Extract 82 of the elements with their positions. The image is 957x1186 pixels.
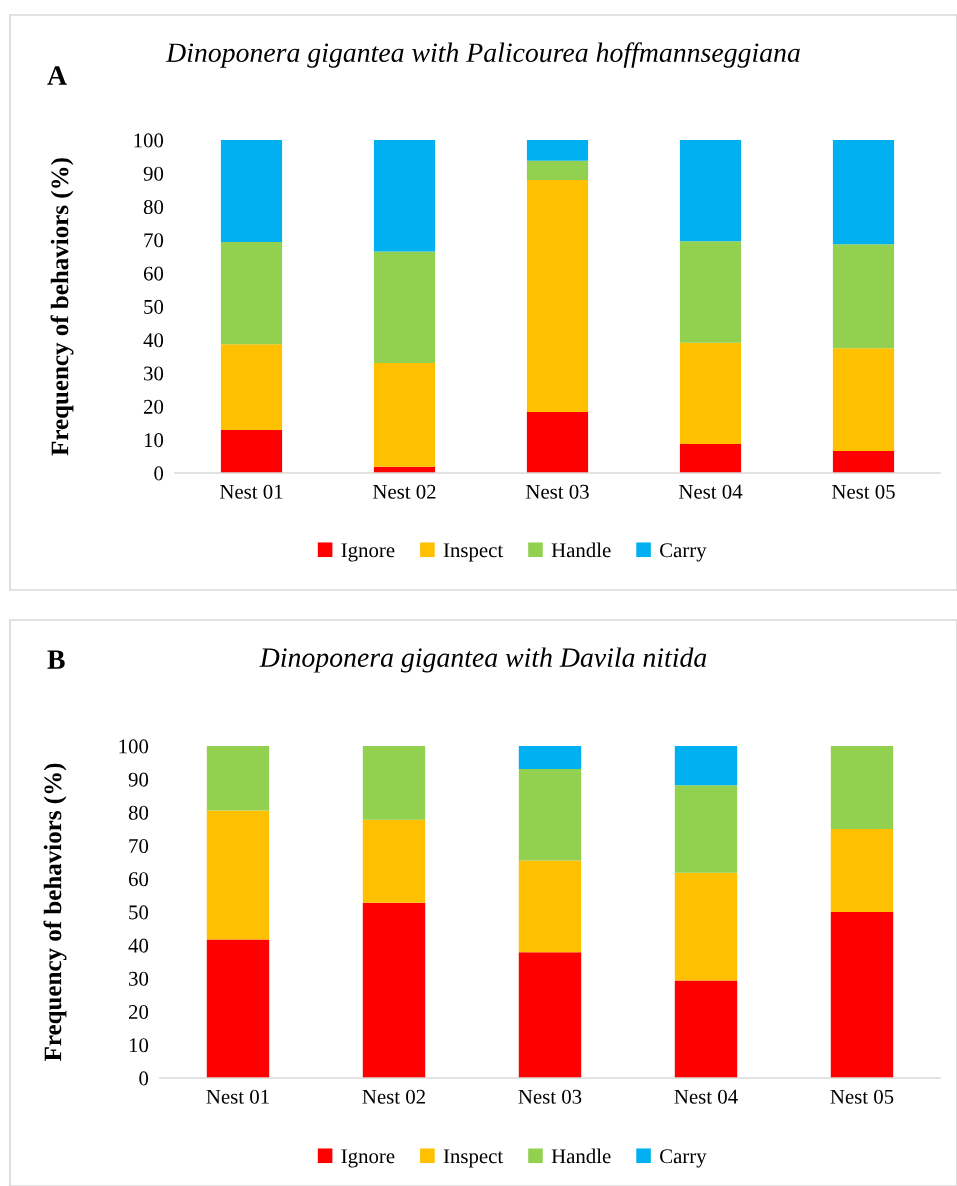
x-tick-label: Nest 04 (674, 1089, 738, 1104)
y-tick-label: 60 (143, 266, 164, 281)
x-tick-label: Nest 04 (678, 484, 743, 499)
text: A (47, 66, 67, 85)
bar (674, 746, 738, 786)
bar (526, 412, 589, 473)
bar (832, 451, 895, 473)
y-axis-title: Frequency of behaviors (%) (43, 763, 67, 1061)
y-tick-label: 10 (144, 433, 164, 448)
bar (526, 160, 589, 180)
y-tick-label: 100 (119, 739, 149, 754)
y-tick-label: 70 (144, 233, 164, 248)
bar (220, 430, 283, 473)
bar (679, 342, 742, 445)
text: B (47, 650, 65, 669)
bar (206, 810, 270, 940)
bar (220, 241, 283, 345)
y-tick-label: 30 (144, 366, 164, 381)
y-tick-label: 0 (154, 466, 164, 481)
bar (832, 140, 895, 245)
bar (373, 251, 436, 364)
bar (373, 140, 436, 252)
bar (362, 819, 426, 903)
bar (526, 140, 589, 161)
bar (830, 746, 894, 829)
x-tick-label: Nest 05 (831, 484, 895, 499)
y-tick-label: 90 (128, 772, 149, 787)
y-tick-label: 40 (128, 938, 149, 953)
bar (674, 872, 738, 981)
bar (220, 140, 283, 242)
y-tick-label: 50 (129, 905, 149, 920)
y-tick-label: 80 (128, 805, 149, 820)
legend-label: Carry (660, 1149, 707, 1168)
y-tick-label: 20 (128, 1004, 149, 1020)
bar (362, 902, 426, 1078)
bar (220, 344, 283, 431)
x-tick-label: Nest 01 (206, 1089, 269, 1104)
legend-label: Inspect (443, 1149, 504, 1168)
x-tick-label: Nest 05 (830, 1089, 894, 1104)
bar (679, 241, 742, 343)
y-tick-label: 100 (134, 133, 164, 148)
bar (206, 939, 270, 1078)
y-tick-label: 50 (144, 299, 164, 314)
chart-title: Dinoponera gigantea with Davila nitida (259, 647, 707, 673)
bar (674, 980, 738, 1078)
legend-label: Ignore (341, 543, 395, 562)
legend-label: Ignore (341, 1149, 395, 1168)
legend-label: Inspect (443, 543, 504, 562)
y-tick-label: 60 (128, 872, 149, 887)
x-tick-label: Nest 02 (372, 484, 436, 499)
bar (830, 829, 894, 912)
bar (206, 746, 270, 811)
y-tick-label: 30 (129, 971, 149, 986)
bar (674, 785, 738, 873)
bar (518, 952, 582, 1078)
bar (518, 746, 582, 769)
x-tick-label: Nest 03 (518, 1089, 582, 1104)
y-axis-title: Frequency of behaviors (%) (50, 158, 74, 456)
bar (362, 746, 426, 820)
legend-label: Handle (551, 542, 611, 558)
bar (830, 912, 894, 1078)
bar (518, 768, 582, 861)
bar (518, 860, 582, 953)
bar (679, 444, 742, 473)
bar (526, 179, 589, 413)
y-tick-label: 90 (143, 166, 164, 181)
bar (832, 348, 895, 452)
x-tick-label: Nest 02 (362, 1089, 425, 1104)
y-tick-label: 40 (143, 333, 164, 348)
legend-label: Handle (551, 1148, 611, 1164)
legend-label: Carry (660, 543, 707, 562)
x-tick-label: Nest 03 (525, 484, 589, 499)
bar (679, 140, 742, 242)
y-tick-label: 70 (129, 838, 149, 854)
bar (832, 244, 895, 349)
y-tick-label: 0 (139, 1071, 149, 1086)
chart-title: Dinoponera gigantea with Palicourea hoffmannseggiana (165, 42, 800, 68)
y-tick-label: 20 (143, 399, 164, 414)
bar (373, 363, 436, 467)
x-tick-label: Nest 01 (219, 484, 283, 499)
y-tick-label: 10 (129, 1038, 149, 1053)
y-tick-label: 80 (143, 199, 164, 215)
